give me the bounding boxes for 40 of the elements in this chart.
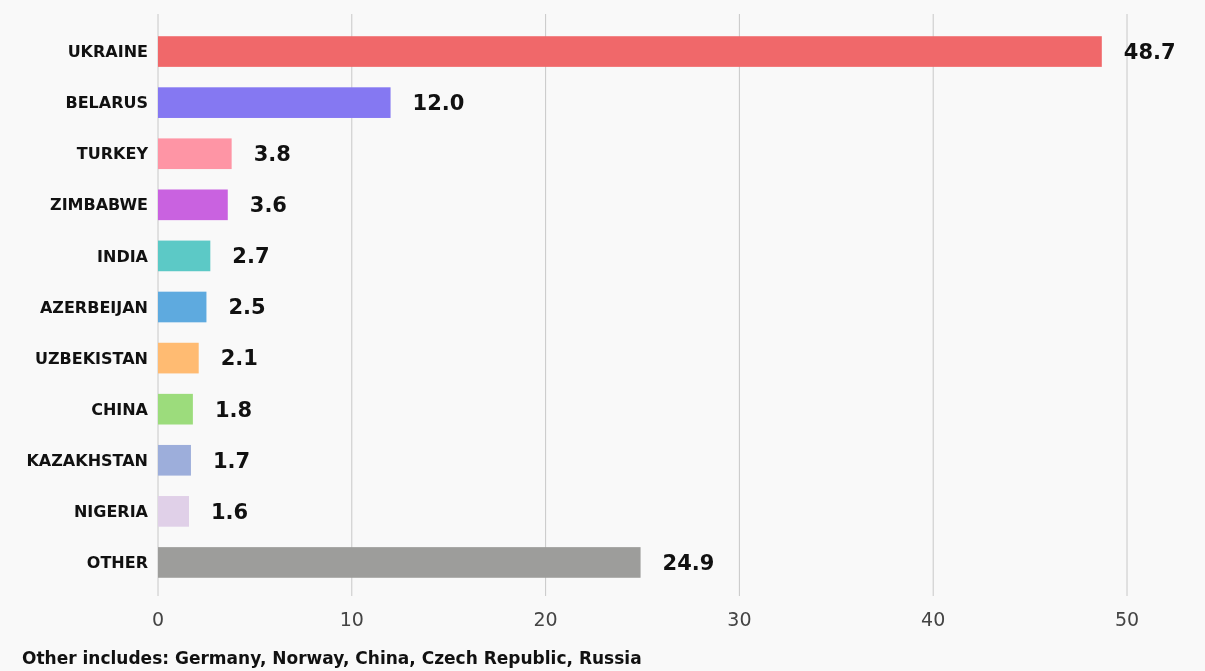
y-tick-label: UZBEKISTAN xyxy=(34,348,148,368)
bar xyxy=(158,496,190,527)
bar xyxy=(158,240,211,272)
x-tick-label: 30 xyxy=(727,608,752,630)
data-label: 3.6 xyxy=(249,193,287,218)
y-tick-label: CHINA xyxy=(91,399,149,419)
data-label: 2.1 xyxy=(220,346,258,371)
data-label: 3.8 xyxy=(253,142,291,167)
data-label: 48.7 xyxy=(1123,39,1176,64)
x-tick-label: 20 xyxy=(533,608,558,630)
data-label: 2.5 xyxy=(228,295,266,320)
bar xyxy=(158,547,641,578)
y-tick-label: UKRAINE xyxy=(67,42,148,62)
bar xyxy=(158,138,232,170)
bar xyxy=(158,342,199,374)
y-tick-label: KAZAKHSTAN xyxy=(26,450,148,470)
bar xyxy=(158,36,1102,67)
data-label: 1.7 xyxy=(212,448,251,473)
y-tick-label: ZIMBABWE xyxy=(50,195,148,215)
x-tick-label: 40 xyxy=(921,608,946,630)
y-tick-label: NIGERIA xyxy=(73,501,149,521)
data-label: 24.9 xyxy=(662,550,715,575)
y-tick-label: TURKEY xyxy=(76,144,149,164)
bar xyxy=(158,189,228,221)
data-label: 2.7 xyxy=(232,244,270,269)
data-label: 12.0 xyxy=(412,90,465,115)
text: Other includes: Germany, Norway, China, Czech Republic, Russia xyxy=(22,648,642,668)
y-tick-label: AZERBEIJAN xyxy=(39,297,148,317)
data-label: 1.8 xyxy=(214,397,253,422)
data-label: 1.6 xyxy=(211,499,249,524)
x-tick-label: 10 xyxy=(339,608,364,630)
bar xyxy=(158,87,391,118)
bar xyxy=(158,393,193,425)
y-tick-label: BELARUS xyxy=(65,93,148,113)
bar xyxy=(158,444,191,476)
x-tick-label: 0 xyxy=(151,608,165,630)
bar xyxy=(158,291,207,323)
y-tick-label: OTHER xyxy=(86,553,148,573)
y-tick-label: INDIA xyxy=(97,246,149,266)
x-tick-label: 50 xyxy=(1114,608,1140,630)
